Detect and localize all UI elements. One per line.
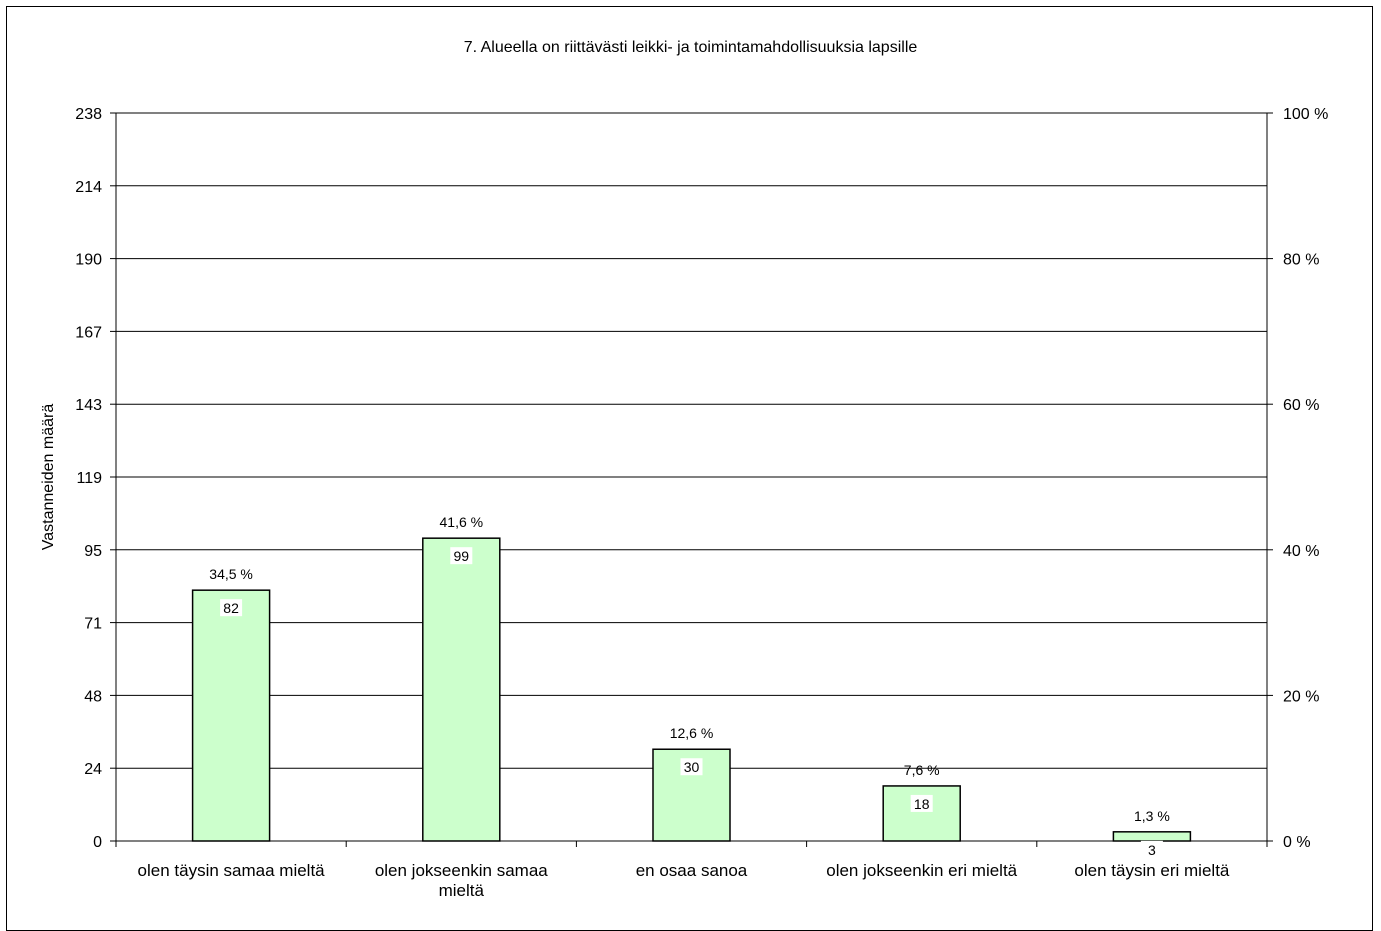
value-label: 3: [1148, 842, 1156, 858]
y-tick-label: 238: [75, 106, 102, 123]
y-tick-label: 167: [75, 324, 102, 341]
y-tick-label: 71: [84, 616, 102, 633]
chart-title: 7. Alueella on riittävästi leikki- ja to…: [463, 39, 918, 56]
y-tick-label: 143: [75, 397, 102, 414]
y2-tick-label: 80 %: [1283, 252, 1319, 269]
y2-tick-label: 100 %: [1283, 106, 1328, 123]
y2-tick-label: 20 %: [1283, 688, 1319, 705]
y-axis-label: Vastanneiden määrä: [40, 404, 57, 551]
percent-label: 7,6 %: [904, 762, 940, 778]
y-tick-label: 119: [76, 470, 102, 487]
value-label-bg: [220, 599, 243, 617]
category-label: en osaa sanoa: [636, 861, 748, 880]
category-label: olen jokseenkin eri mieltä: [826, 861, 1017, 880]
bar: [882, 785, 961, 842]
value-label: 30: [684, 759, 700, 775]
percent-label: 12,6 %: [670, 725, 714, 741]
bar: [1112, 831, 1192, 842]
y2-tick-label: 60 %: [1283, 397, 1319, 414]
value-label-bg: [1140, 840, 1163, 858]
value-label-bg: [680, 758, 703, 776]
value-label: 18: [914, 796, 930, 812]
percent-label: 34,5 %: [209, 566, 253, 582]
value-label: 99: [454, 548, 470, 564]
y-tick-label: 214: [75, 179, 102, 196]
category-label: olen jokseenkin samaa: [375, 861, 548, 880]
value-label-bg: [450, 547, 473, 565]
category-label: mieltä: [439, 881, 485, 900]
bar: [422, 537, 501, 842]
value-label: 82: [223, 600, 239, 616]
y2-tick-label: 0 %: [1283, 834, 1311, 851]
percent-label: 1,3 %: [1134, 808, 1170, 824]
y-tick-label: 24: [84, 761, 102, 778]
bar: [191, 589, 271, 842]
category-label: olen täysin eri mieltä: [1074, 861, 1230, 880]
y-tick-label: 48: [84, 688, 102, 705]
y-tick-label: 190: [75, 252, 102, 269]
value-label-bg: [910, 794, 933, 812]
y-tick-label: 0: [93, 834, 102, 851]
y2-tick-label: 40 %: [1283, 543, 1319, 560]
y-tick-label: 95: [84, 543, 102, 560]
percent-label: 41,6 %: [440, 514, 484, 530]
category-label: olen täysin samaa mieltä: [138, 861, 326, 880]
